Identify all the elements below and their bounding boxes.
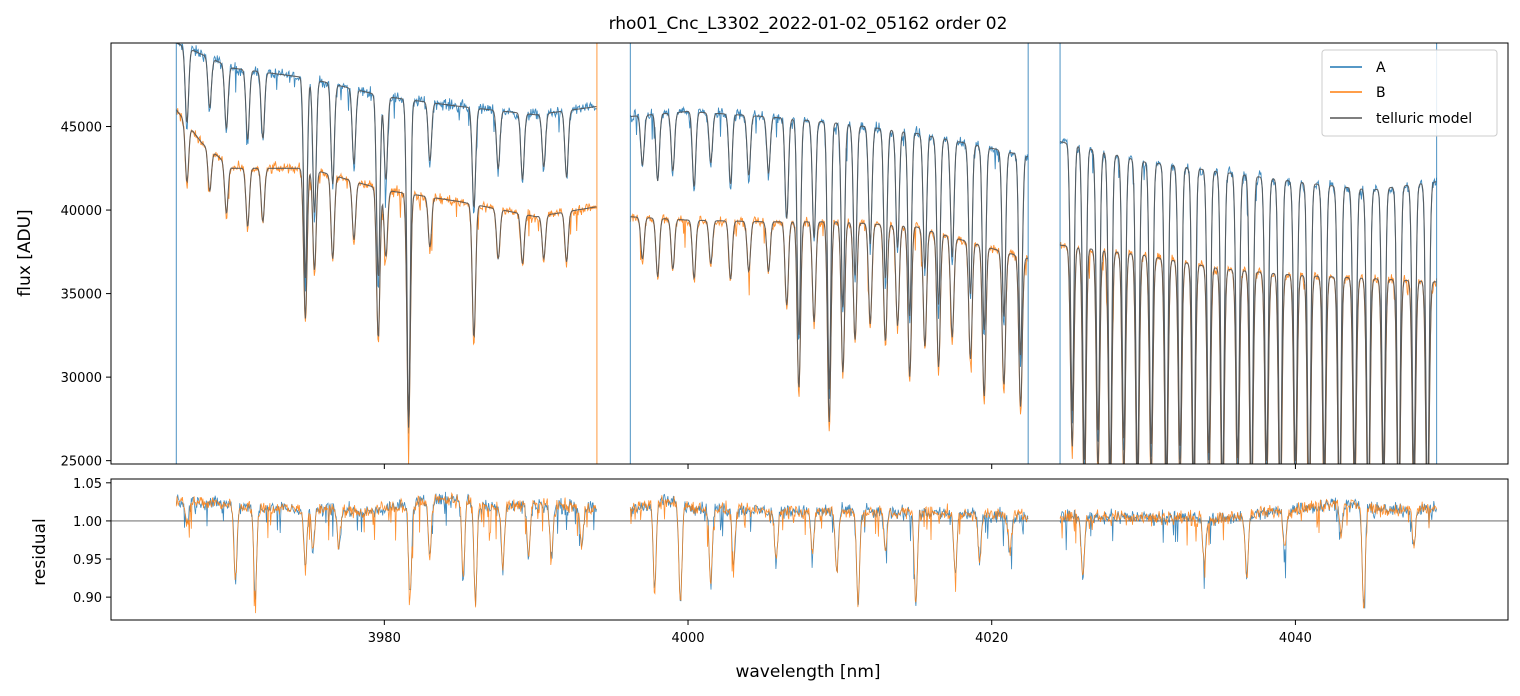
- flux-y-tick-label: 30000: [61, 371, 102, 386]
- flux-y-tick-label: 40000: [61, 204, 102, 219]
- telluric-model-a-line-seg3: [1059, 141, 1437, 464]
- residual-y-tick-label: 1.00: [73, 515, 102, 530]
- residual-b-line-seg2: [629, 495, 1029, 608]
- telluric-model-a-line-seg2: [630, 111, 1029, 390]
- x-tick-label: 4000: [671, 631, 704, 646]
- legend-frame: [1321, 49, 1498, 137]
- flux-y-tick-label: 35000: [61, 288, 102, 303]
- residual-plot-area: [111, 491, 1508, 614]
- residual-axes-frame: [110, 478, 1509, 621]
- legend: A B telluric model: [1321, 49, 1498, 137]
- residual-x-ticks: 3980 4000 4020 4040: [368, 620, 1312, 646]
- telluric-model-a-line-seg1: [176, 43, 597, 418]
- flux-plot-area: [175, 43, 1438, 464]
- residual-b-line-seg1: [175, 491, 597, 614]
- residual-y-ticks: 0.90 0.95 1.00 1.05: [73, 477, 111, 606]
- residual-panel: 0.90 0.95 1.00 1.05 3980 4000 4020 4040 residu…: [30, 477, 1509, 682]
- x-axis-label: wavelength [nm]: [735, 662, 880, 682]
- legend-label-a: A: [1376, 60, 1386, 76]
- residual-y-tick-label: 0.90: [73, 591, 102, 606]
- chart-title: rho01_Cnc_L3302_2022-01-02_05162 order 0…: [609, 14, 1008, 34]
- legend-label-telluric-model: telluric model: [1376, 111, 1472, 127]
- residual-y-axis-label: residual: [30, 518, 50, 585]
- telluric-model-b-line-seg1: [175, 109, 597, 428]
- legend-label-b: B: [1376, 85, 1386, 101]
- flux-y-ticks: 25000 30000 35000 40000 45000: [61, 121, 111, 470]
- x-tick-label: 4020: [975, 631, 1008, 646]
- x-tick-label: 4040: [1279, 631, 1312, 646]
- flux-y-tick-label: 25000: [61, 455, 102, 470]
- flux-panel: 25000 30000 35000 40000 45000 flux [ADU] A B…: [15, 42, 1509, 470]
- telluric-model-b-line-seg2: [630, 216, 1029, 423]
- flux-y-tick-label: 45000: [61, 121, 102, 136]
- residual-y-tick-label: 0.95: [73, 553, 102, 568]
- flux-y-axis-label: flux [ADU]: [15, 209, 35, 296]
- x-tick-label: 3980: [368, 631, 401, 646]
- residual-b-line-seg3: [1059, 498, 1437, 609]
- flux-axes-frame: [110, 42, 1509, 465]
- residual-y-tick-label: 1.05: [73, 477, 102, 492]
- telluric-model-b-line-seg3: [1059, 244, 1437, 464]
- flux-x-ticks: [383, 464, 1296, 469]
